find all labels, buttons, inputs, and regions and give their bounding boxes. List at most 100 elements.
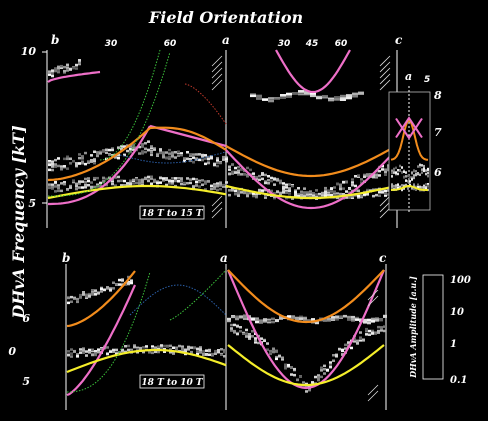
top-data-point xyxy=(262,98,268,101)
top-data-point xyxy=(228,189,231,192)
bottom-data-point xyxy=(196,347,199,351)
inset-data-point xyxy=(391,169,393,172)
inset-ytick-8: 8 xyxy=(434,89,442,102)
top-data-point xyxy=(378,191,381,194)
top-data-point xyxy=(93,160,96,163)
top-data-point xyxy=(234,171,237,174)
bottom-data-point xyxy=(239,326,242,329)
bottom-data-point xyxy=(88,292,91,296)
bottom-data-point xyxy=(320,369,323,372)
top-data-point xyxy=(75,187,78,191)
bottom-data-point xyxy=(106,286,109,289)
bottom-data-point xyxy=(202,352,205,356)
bottom-data-point xyxy=(236,325,239,328)
bottom-data-point xyxy=(248,337,251,340)
top-data-point xyxy=(84,177,87,181)
top-data-point xyxy=(334,96,340,99)
inset-data-point xyxy=(395,172,397,176)
bottom-data-point xyxy=(377,331,380,334)
inset-data-point xyxy=(391,183,393,186)
top-data-point xyxy=(51,163,54,166)
top-data-point xyxy=(162,153,165,156)
inset-data-point xyxy=(419,163,421,167)
top-data-point xyxy=(204,188,207,191)
top-data-point xyxy=(210,184,213,188)
top-data-point xyxy=(333,186,336,189)
top-data-point xyxy=(351,178,354,181)
bottom-data-point xyxy=(327,317,331,321)
bottom-data-point xyxy=(124,345,127,348)
top-data-point xyxy=(225,181,228,184)
inset-data-point xyxy=(421,164,423,167)
top-data-point xyxy=(216,185,219,188)
top-data-point xyxy=(360,181,363,184)
bottom-data-point xyxy=(251,330,254,333)
top-data-point xyxy=(310,93,316,96)
bottom-ytick-0: 0 xyxy=(8,345,16,358)
bottom-data-point xyxy=(329,361,332,364)
inset-data-point xyxy=(413,187,415,191)
top-data-point xyxy=(387,166,390,169)
bottom-data-point xyxy=(351,318,355,321)
inset-data-point xyxy=(391,185,393,188)
inset-data-point xyxy=(421,171,423,174)
bottom-data-point xyxy=(317,376,320,380)
bottom-data-point xyxy=(127,275,130,279)
bottom-data-point xyxy=(338,348,341,351)
top-data-point xyxy=(327,189,330,192)
top-data-point xyxy=(111,148,114,152)
top-range-box xyxy=(139,205,205,220)
top-angle-30-right: 30 xyxy=(278,39,291,49)
bottom-data-point xyxy=(347,343,350,346)
bottom-data-point xyxy=(271,317,275,321)
top-data-point xyxy=(366,174,369,178)
top-data-point xyxy=(207,180,210,183)
bottom-data-point xyxy=(356,342,359,345)
top-data-point xyxy=(63,181,66,184)
top-data-point xyxy=(150,182,153,185)
top-data-point xyxy=(261,177,264,181)
bottom-data-point xyxy=(115,283,118,286)
bottom-data-point xyxy=(335,316,339,319)
top-data-point xyxy=(282,189,285,192)
top-data-point xyxy=(192,185,195,188)
top-data-point xyxy=(108,153,111,156)
top-data-point xyxy=(162,179,165,182)
top-data-point xyxy=(222,155,225,159)
top-data-point xyxy=(276,179,279,182)
top-data-point xyxy=(96,154,99,158)
top-data-point xyxy=(54,67,57,70)
top-data-point xyxy=(334,98,340,101)
top-data-point xyxy=(192,177,195,181)
bottom-data-point xyxy=(347,315,351,319)
top-data-point xyxy=(111,147,114,150)
bottom-data-point xyxy=(317,374,320,377)
top-data-point xyxy=(159,149,162,152)
inset-data-point xyxy=(401,171,403,174)
bottom-data-point xyxy=(347,317,351,321)
bottom-data-point xyxy=(275,355,278,359)
top-data-point xyxy=(237,194,240,197)
top-data-point xyxy=(213,184,216,187)
bottom-data-point xyxy=(230,329,233,332)
inset-data-point xyxy=(423,164,425,168)
top-data-point xyxy=(237,190,240,193)
top-data-point xyxy=(93,185,96,189)
top-data-point xyxy=(132,148,135,151)
top-data-point xyxy=(240,173,243,176)
bottom-data-point xyxy=(284,367,287,370)
bottom-data-point xyxy=(320,366,323,369)
top-data-point xyxy=(186,182,189,185)
top-data-point xyxy=(180,178,183,181)
top-data-point xyxy=(267,182,270,185)
top-data-point xyxy=(279,180,282,184)
bottom-data-point xyxy=(103,288,106,291)
top-data-point xyxy=(132,178,135,182)
bottom-data-point xyxy=(85,354,88,357)
bottom-data-point xyxy=(181,345,184,348)
bottom-data-point xyxy=(124,350,127,354)
bottom-data-point xyxy=(260,337,263,340)
top-data-point xyxy=(150,177,153,180)
bottom-data-point xyxy=(70,348,73,351)
